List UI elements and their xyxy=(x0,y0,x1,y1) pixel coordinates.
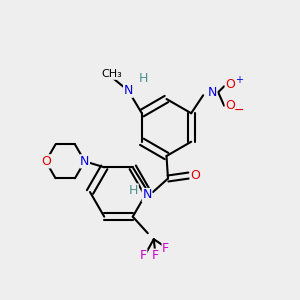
Text: H: H xyxy=(129,184,138,197)
Text: O: O xyxy=(225,99,235,112)
Text: N: N xyxy=(142,188,152,202)
Text: N: N xyxy=(208,86,217,99)
Text: N: N xyxy=(80,155,89,168)
Text: F: F xyxy=(162,242,169,255)
Text: −: − xyxy=(234,104,244,117)
Text: H: H xyxy=(139,72,148,85)
Text: O: O xyxy=(41,155,51,168)
Text: CH₃: CH₃ xyxy=(101,69,122,79)
Text: F: F xyxy=(152,249,159,262)
Text: O: O xyxy=(190,169,200,182)
Text: +: + xyxy=(235,75,243,85)
Text: O: O xyxy=(225,78,235,91)
Text: F: F xyxy=(140,249,147,262)
Text: N: N xyxy=(124,84,133,97)
